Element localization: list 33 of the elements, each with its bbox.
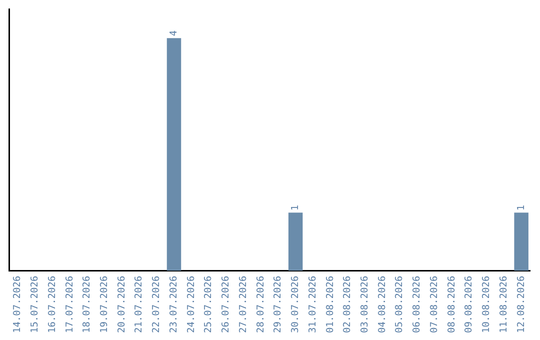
x-tick-label: 15.07.2026 [30,276,41,334]
x-tick-label: 25.07.2026 [203,276,214,334]
data-label: 4 [168,30,180,36]
x-tick-label: 22.07.2026 [151,276,162,334]
x-tick-label: 01.08.2026 [324,276,336,334]
x-tick-label: 09.08.2026 [464,276,475,334]
x-tick-label: 03.08.2026 [359,276,370,334]
x-tick-label: 27.07.2026 [238,276,249,334]
data-label: 1 [516,204,527,211]
x-tick-label: 17.07.2026 [64,276,76,334]
x-tick-label: 23.07.2026 [168,276,180,334]
x-tick-label: 16.07.2026 [46,276,58,334]
x-tick-label: 30.07.2026 [290,276,302,334]
x-tick-label: 26.07.2026 [220,276,232,334]
data-label: 1 [290,204,302,211]
x-tick-label: 02.08.2026 [342,276,354,334]
x-tick-label: 28.07.2026 [255,276,266,334]
x-tick-label: 21.07.2026 [134,276,145,334]
x-tick-label: 29.07.2026 [272,276,284,334]
x-tick-label: 19.07.2026 [98,276,110,334]
x-tick-label: 31.07.2026 [307,276,318,334]
x-tick-label: 24.07.2026 [186,276,197,334]
x-tick-label: 14.07.2026 [12,276,24,334]
x-tick-label: 20.07.2026 [116,276,128,334]
x-tick-label: 12.08.2026 [516,276,527,334]
x-tick-label: 06.08.2026 [412,276,423,334]
x-tick-label: 05.08.2026 [394,276,406,334]
x-tick-label: 10.08.2026 [481,276,492,334]
x-tick-label: 11.08.2026 [498,276,510,334]
x-tick-label: 04.08.2026 [376,276,388,334]
x-tick-label: 08.08.2026 [446,276,458,334]
x-tick-label: 07.08.2026 [428,276,440,334]
x-tick-label: 18.07.2026 [82,276,93,334]
